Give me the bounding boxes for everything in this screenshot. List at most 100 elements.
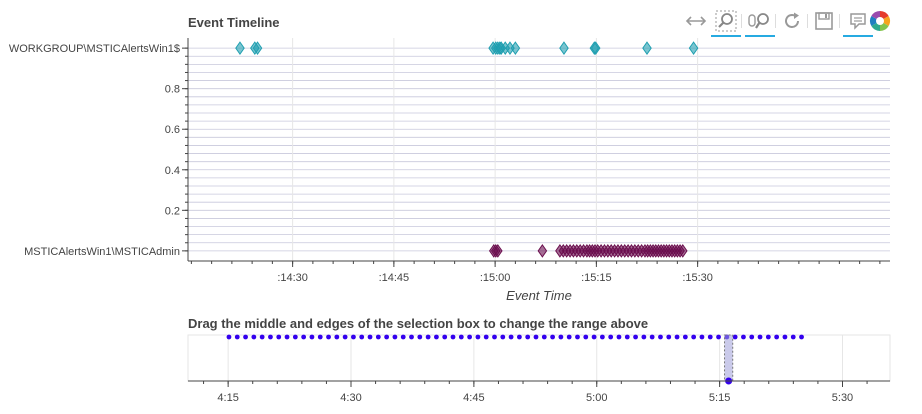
range-point [342,334,348,340]
event-marker[interactable] [590,41,601,56]
pan-tool[interactable] [683,8,709,34]
range-point [425,334,431,340]
range-point [782,334,788,340]
range-point [649,334,655,340]
range-point [301,334,307,340]
range-point [691,334,697,340]
range-point [732,334,738,340]
wheel-zoom-icon [748,13,769,29]
box-zoom-icon [715,10,737,32]
range-x-tick-label: 4:30 [340,392,361,404]
x-tick-label: :15:30 [682,272,713,284]
range-point [268,334,273,340]
range-point [284,334,290,340]
event-marker[interactable] [677,243,688,258]
range-point [682,334,688,340]
x-tick-label: :15:00 [480,272,511,284]
range-point [583,334,589,340]
range-point [591,334,597,340]
event-marker[interactable] [688,41,699,56]
event-marker[interactable] [235,41,245,56]
range-point [666,334,672,340]
range-point [765,334,771,340]
range-point [508,334,514,340]
range-point [658,334,663,340]
range-x-tick-label: 5:30 [832,392,853,404]
range-point [483,334,489,340]
range-point [558,334,564,340]
range-point [516,334,522,340]
range-point [259,334,265,340]
range-point [251,334,257,340]
range-point [292,334,298,340]
range-point [641,334,647,340]
bokeh-logo[interactable] [867,8,893,34]
range-point [716,334,721,340]
hover-tool[interactable] [843,8,873,37]
range-point [309,334,315,340]
y-tick-label: 0.6 [165,124,180,136]
x-tick-label: :14:45 [379,272,410,284]
range-point [790,334,796,340]
reset-icon [785,12,799,28]
range-point [234,334,240,340]
range-x-tick-label: 4:45 [463,392,484,404]
range-point [674,334,680,340]
range-x-tick-label: 5:00 [586,392,607,404]
range-point [492,334,497,340]
event-marker[interactable] [559,41,569,56]
event-marker[interactable] [537,243,548,258]
range-point [541,334,547,340]
range-point [799,334,804,340]
range-point [326,334,331,340]
range-point [566,334,572,340]
range-point [616,334,622,340]
range-point [334,334,340,340]
range-point [359,334,365,340]
event-timeline-chart[interactable]: WORKGROUP\MSTICAlertsWin1$ 0.8 0.6 0.4 0.2 MS… [0,0,922,310]
range-point [699,334,705,340]
y-tick-label: 0.2 [165,205,180,217]
y-tick-label: MSTICAlertsWin1\MSTICAdmin [24,246,180,258]
range-point [633,334,638,340]
range-point [467,334,473,340]
y-tick-label: 0.8 [165,84,180,96]
range-point [417,334,423,340]
wheel-zoom-tool[interactable] [745,8,775,37]
event-marker[interactable] [252,41,263,56]
range-selection-box[interactable] [724,334,734,382]
range-point [757,334,763,340]
range-point [392,334,398,340]
range-point [317,334,323,340]
range-point [442,334,448,340]
x-tick-label: :15:15 [581,272,612,284]
save-icon [815,12,833,30]
range-point [400,334,406,340]
range-selector-chart[interactable]: 4:15 4:30 4:45 5:00 5:15 5:30 [0,320,922,414]
event-marker[interactable] [493,243,503,258]
y-tick-label: 0.4 [165,165,180,177]
range-point [458,334,464,340]
save-tool[interactable] [811,8,837,34]
range-frame [187,334,891,382]
range-point [450,334,456,340]
range-point [741,334,746,340]
range-point [550,334,555,340]
range-point [475,334,481,340]
range-x-tick-label: 5:15 [709,392,730,404]
range-x-tick-label: 4:15 [217,392,238,404]
x-tick-label: :14:30 [277,272,308,284]
reset-tool[interactable] [779,8,805,34]
box-zoom-tool[interactable] [711,8,741,37]
event-marker[interactable] [510,41,521,56]
range-point [749,334,755,340]
range-point [525,334,531,340]
range-point [707,334,713,340]
range-point [384,334,390,340]
range-point [608,334,614,340]
event-marker[interactable] [642,41,652,56]
range-point [533,334,539,340]
bokeh-logo-icon [870,11,890,31]
y-tick-label: WORKGROUP\MSTICAlertsWin1$ [9,43,180,55]
range-point [575,334,580,340]
